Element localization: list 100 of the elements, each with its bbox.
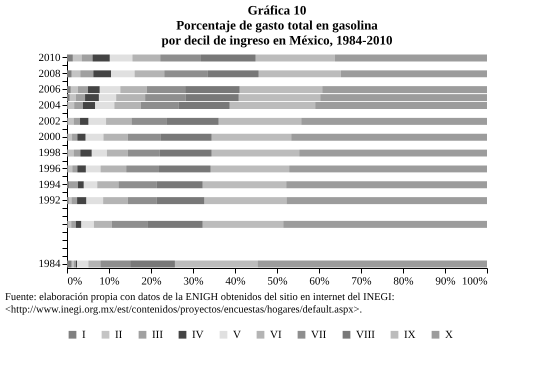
bar [77, 260, 88, 268]
bar [211, 134, 292, 141]
bar [104, 134, 128, 141]
bar [132, 54, 160, 62]
bar [202, 181, 286, 188]
x-tick-label: 50% [267, 276, 288, 288]
bar [93, 70, 112, 78]
bar [100, 165, 126, 172]
x-tick-label: 100% [462, 276, 488, 288]
bar [72, 165, 78, 172]
bar [67, 70, 72, 78]
bar [103, 197, 128, 204]
y-tick-label: 1998 [38, 147, 61, 160]
y-tick-label: 1996 [38, 162, 61, 175]
bar [77, 197, 86, 204]
bar [106, 118, 132, 125]
bar [106, 150, 128, 157]
bar [80, 150, 92, 157]
bar [286, 197, 487, 204]
legend-label: IV [192, 328, 204, 341]
bar [78, 165, 86, 172]
bar [334, 54, 487, 62]
bar [68, 150, 74, 157]
bar [204, 197, 287, 204]
bar [148, 220, 203, 228]
bar [286, 181, 487, 188]
bar [301, 118, 487, 125]
bar [128, 197, 157, 204]
y-tick-label: 2004 [38, 100, 61, 112]
bar [166, 118, 219, 125]
bar [88, 260, 101, 268]
bar [202, 220, 284, 228]
bar [92, 54, 110, 62]
bar [289, 165, 487, 172]
bar [85, 134, 104, 141]
y-tick-label: 1984 [38, 258, 61, 270]
x-tick-label: 70% [351, 276, 372, 288]
bar [86, 197, 104, 204]
bar [200, 54, 256, 62]
bar [156, 181, 203, 188]
bar [67, 54, 73, 62]
bar [164, 70, 208, 78]
y-tick-label: 1994 [38, 178, 61, 191]
bar [160, 54, 201, 62]
x-tick-label: 60% [309, 276, 330, 288]
legend-label: X [445, 328, 453, 341]
y-tick-label: 2002 [38, 115, 60, 128]
bar [82, 54, 93, 62]
bar [291, 134, 487, 141]
x-tick-label: 40% [225, 276, 246, 288]
bar [111, 70, 135, 78]
x-tick-label: 90% [435, 276, 456, 288]
bar [283, 220, 487, 228]
y-tick-label: 2010 [38, 52, 61, 64]
y-tick-label: 2008 [38, 68, 61, 80]
bar [258, 70, 341, 78]
legend-label: V [233, 328, 241, 341]
bar [128, 150, 160, 157]
legend-label: VIII [356, 328, 376, 341]
source-note: Fuente: elaboración propia con datos de la ENIGH obtenidos del sitio en internet del INEGI: <http://www.inegi.org.mx/est/contenidos/proyectos/encuestas/hogares/default.aspx>. [5, 292, 395, 316]
bar [80, 118, 88, 125]
bar [208, 70, 259, 78]
bar [72, 54, 82, 62]
y-tick-label: 2006 [38, 84, 61, 96]
y-tick-label: 2000 [38, 131, 61, 144]
bar [118, 181, 157, 188]
legend-label: III [152, 328, 164, 341]
bar [210, 165, 290, 172]
bar [211, 150, 300, 157]
bar [72, 197, 78, 204]
bar [68, 118, 74, 125]
bar [68, 134, 72, 141]
bar [134, 70, 164, 78]
bar [80, 70, 94, 78]
bar [158, 165, 211, 172]
bar [97, 181, 119, 188]
bar [156, 197, 204, 204]
x-tick-label: 80% [393, 276, 414, 288]
bar [88, 118, 106, 125]
bar [78, 134, 86, 141]
legend-label: I [82, 328, 86, 341]
bar [126, 165, 159, 172]
bar [84, 181, 98, 188]
bar [160, 134, 212, 141]
bar [92, 150, 107, 157]
bar [76, 220, 82, 228]
bar [218, 118, 302, 125]
bar [72, 70, 80, 78]
bar [68, 165, 72, 172]
bar [130, 260, 175, 268]
bar [69, 181, 78, 188]
y-tick-label: 1992 [38, 194, 60, 207]
bar [94, 220, 112, 228]
bar [74, 118, 80, 125]
bar [74, 150, 80, 157]
legend-label: VII [311, 328, 327, 341]
x-tick-label: 0% [68, 276, 82, 288]
legend-label: IX [404, 328, 416, 341]
bar [71, 220, 76, 228]
bar [160, 150, 212, 157]
